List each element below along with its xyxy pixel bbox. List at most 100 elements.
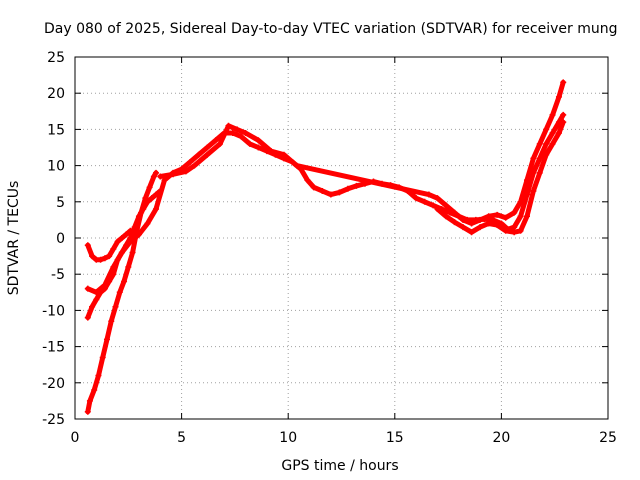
- data-point: [477, 216, 484, 223]
- data-point: [327, 191, 334, 198]
- data-point: [112, 303, 119, 310]
- data-point: [238, 133, 245, 140]
- axis-ticks: 0 5 10 15 20 25 -25 -20 -15 -10 -5 0 5 10 15 20 25: [42, 50, 617, 446]
- series-group: [84, 79, 567, 415]
- data-point: [555, 93, 562, 100]
- data-point: [142, 195, 149, 202]
- x-tick-label: 0: [71, 430, 80, 446]
- data-point: [511, 229, 518, 236]
- data-point: [204, 151, 211, 158]
- data-point: [114, 238, 121, 245]
- data-point: [140, 206, 147, 213]
- data-point: [511, 209, 518, 216]
- data-point: [93, 296, 100, 303]
- data-point: [127, 238, 134, 245]
- data-point: [99, 354, 106, 361]
- data-point: [101, 282, 108, 289]
- data-point: [91, 387, 98, 394]
- y-tick-label: -5: [51, 267, 65, 283]
- data-point: [116, 289, 123, 296]
- data-point: [229, 130, 236, 137]
- data-point: [103, 336, 110, 343]
- series-branch-b: [85, 188, 163, 321]
- data-point: [543, 126, 550, 133]
- y-axis-label: SDTVAR / TECUs: [6, 181, 22, 296]
- data-point: [477, 224, 484, 231]
- data-point: [95, 372, 102, 379]
- data-point: [195, 151, 202, 158]
- data-point: [191, 162, 198, 169]
- y-tick-label: 15: [47, 122, 65, 138]
- x-tick-label: 5: [177, 430, 186, 446]
- data-point: [84, 314, 91, 321]
- data-point: [268, 148, 275, 155]
- data-point: [135, 231, 142, 238]
- data-point: [485, 213, 492, 220]
- data-point: [555, 130, 562, 137]
- data-point: [421, 198, 428, 205]
- data-point: [144, 198, 151, 205]
- series-main-lower: [434, 119, 566, 235]
- data-point: [523, 213, 530, 220]
- y-tick-label: 10: [47, 159, 65, 175]
- data-point: [460, 224, 467, 231]
- x-axis-label: GPS time / hours: [281, 458, 398, 474]
- data-point: [148, 195, 155, 202]
- data-point: [549, 111, 556, 118]
- data-point: [225, 122, 232, 129]
- data-point: [97, 256, 104, 263]
- data-point: [310, 184, 317, 191]
- data-point: [280, 151, 287, 158]
- x-tick-label: 15: [386, 430, 404, 446]
- data-point: [536, 155, 543, 162]
- data-point: [293, 162, 300, 169]
- data-point: [536, 169, 543, 176]
- y-tick-label: -10: [42, 303, 65, 319]
- data-point: [131, 224, 138, 231]
- data-point: [549, 130, 556, 137]
- data-point: [549, 140, 556, 147]
- data-point: [502, 227, 509, 234]
- data-point: [543, 151, 550, 158]
- data-point: [127, 227, 134, 234]
- data-point: [242, 130, 249, 137]
- data-point: [319, 187, 326, 194]
- data-point: [560, 111, 567, 118]
- y-tick-label: 5: [56, 195, 65, 211]
- data-point: [84, 285, 91, 292]
- data-point: [146, 184, 153, 191]
- data-point: [560, 119, 567, 126]
- series-main: [85, 112, 566, 295]
- data-point: [304, 177, 311, 184]
- data-point: [246, 140, 253, 147]
- y-tick-label: -15: [42, 340, 65, 356]
- data-point: [468, 220, 475, 227]
- data-point: [118, 235, 125, 241]
- data-point: [121, 278, 128, 285]
- data-point: [434, 206, 441, 213]
- data-point: [523, 177, 530, 184]
- data-point: [530, 187, 537, 194]
- data-point: [543, 140, 550, 147]
- data-point: [451, 219, 458, 226]
- data-point: [255, 144, 262, 151]
- data-point: [451, 209, 458, 216]
- data-point: [517, 227, 524, 234]
- data-point: [84, 408, 91, 415]
- data-point: [101, 255, 108, 262]
- data-point: [216, 140, 223, 147]
- data-point: [353, 182, 360, 189]
- plot-frame: [74, 56, 609, 420]
- data-point: [234, 126, 241, 133]
- data-point: [442, 213, 449, 220]
- y-tick-label: -25: [42, 412, 65, 428]
- y-tick-label: -20: [42, 376, 65, 392]
- y-tick-label: 0: [56, 231, 65, 247]
- data-point: [430, 202, 437, 209]
- data-point: [129, 249, 136, 256]
- data-point: [204, 144, 211, 151]
- data-point: [494, 221, 501, 228]
- data-point: [434, 195, 441, 202]
- x-tick-label: 25: [599, 430, 617, 446]
